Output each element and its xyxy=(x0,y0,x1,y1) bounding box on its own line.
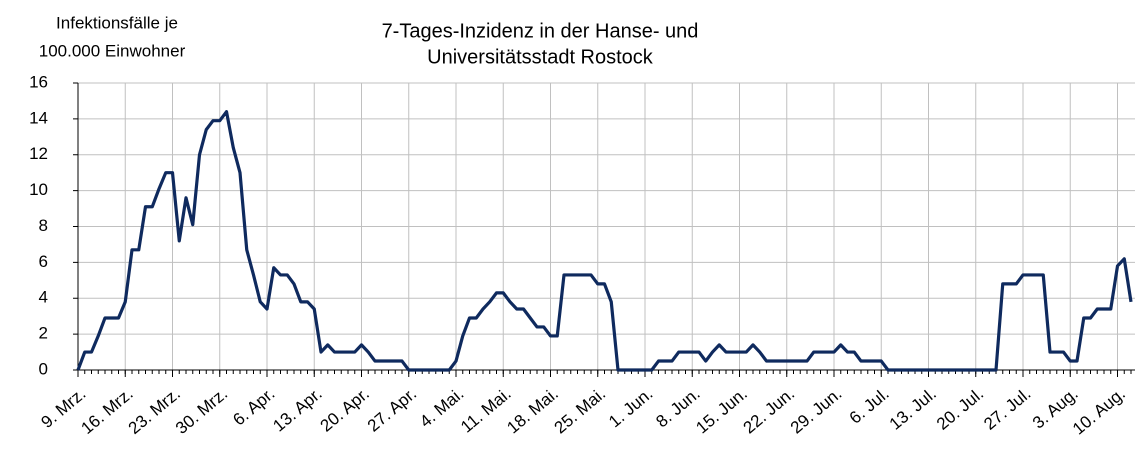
y-tick-label: 14 xyxy=(29,108,48,127)
y-tick-label: 10 xyxy=(29,180,48,199)
y-axis-label: 100.000 Einwohner xyxy=(39,41,186,60)
x-tick-label: 27. Jul. xyxy=(980,384,1034,434)
x-tick-label: 27. Apr. xyxy=(364,384,420,436)
x-tick-label: 29. Jun. xyxy=(787,384,846,437)
x-tick-label: 30. Mrz. xyxy=(172,384,231,438)
y-tick-label: 8 xyxy=(39,216,48,235)
x-tick-label: 13. Jul. xyxy=(886,384,940,434)
x-tick-label: 18. Mai. xyxy=(503,384,562,437)
x-tick-label: 22. Jun. xyxy=(740,384,799,437)
y-tick-label: 0 xyxy=(39,359,48,378)
x-tick-label: 23. Mrz. xyxy=(125,384,184,438)
x-tick-label: 20. Apr. xyxy=(317,384,373,436)
x-tick-label: 13. Apr. xyxy=(269,384,325,436)
y-tick-label: 2 xyxy=(39,324,48,343)
x-tick-label: 10. Aug. xyxy=(1069,384,1129,439)
x-tick-label: 16. Mrz. xyxy=(77,384,136,438)
y-tick-label: 6 xyxy=(39,252,48,271)
y-tick-label: 16 xyxy=(29,72,48,91)
data-line xyxy=(76,110,1133,372)
y-tick-label: 12 xyxy=(29,144,48,163)
x-tick-label: 25. Mai. xyxy=(551,384,610,437)
x-tick-label: 1. Jun. xyxy=(605,384,656,431)
x-tick-label: 6. Jul. xyxy=(846,384,893,428)
y-axis-label: Infektionsfälle je xyxy=(56,13,178,32)
chart-title: 7-Tages-Inzidenz in der Hanse- und xyxy=(382,20,699,42)
y-tick-label: 4 xyxy=(39,288,48,307)
x-tick-label: 20. Jul. xyxy=(933,384,987,434)
x-tick-label: 15. Jun. xyxy=(692,384,751,437)
chart-title: Universitätsstadt Rostock xyxy=(427,46,654,68)
x-tick-label: 11. Mai. xyxy=(457,384,515,437)
